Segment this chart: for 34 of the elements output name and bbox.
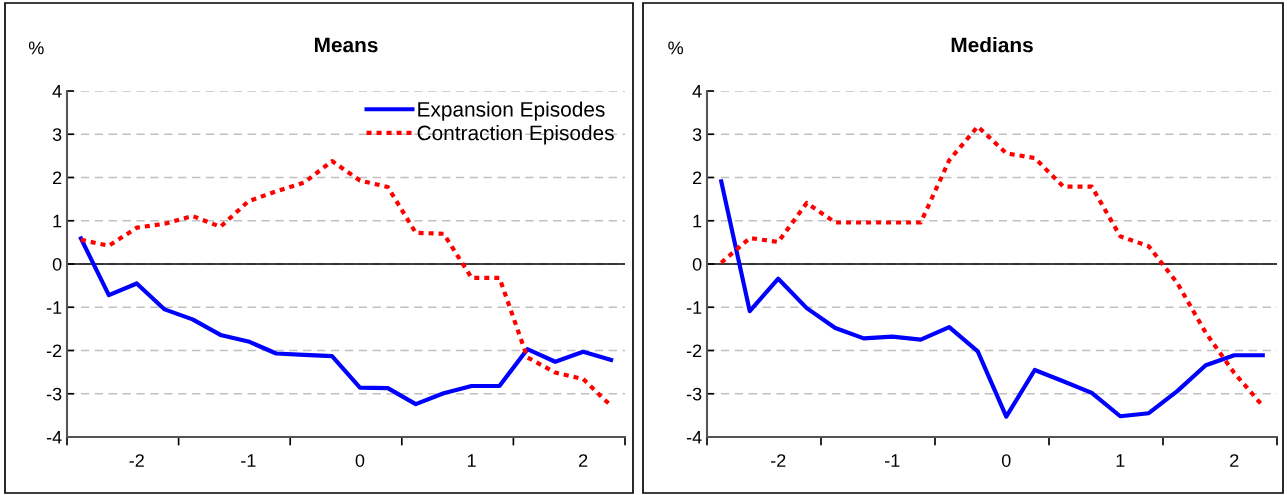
y-tick-label: -3: [46, 387, 62, 401]
y-tick-label: 2: [53, 171, 62, 185]
chart-title: Means: [314, 37, 378, 53]
y-tick-label: 3: [692, 128, 702, 141]
y-tick-label: -4: [46, 431, 62, 444]
x-tick-label: 0: [1001, 454, 1011, 467]
x-tick-label: -1: [885, 454, 900, 467]
y-tick-label: 1: [53, 214, 62, 228]
x-tick-label: -1: [241, 454, 256, 467]
legend-label: Contraction Episodes: [417, 125, 614, 145]
chart-title: Medians: [951, 37, 1033, 53]
y-tick-label: -1: [46, 301, 62, 314]
y-tick-label: 4: [692, 85, 702, 98]
legend-label: Expansion Episodes: [418, 101, 605, 121]
y-tick-label: 0: [52, 257, 62, 271]
y-tick-label: -3: [686, 387, 702, 401]
x-tick-label: 1: [1116, 454, 1125, 467]
x-tick-label: 0: [355, 454, 365, 467]
y-tick-label: -1: [686, 301, 702, 314]
y-tick-label: -4: [686, 431, 702, 444]
y-tick-label: 2: [693, 171, 702, 185]
y-axis-title: %: [668, 41, 684, 55]
y-tick-label: 1: [693, 214, 702, 228]
y-tick-label: 3: [52, 128, 62, 141]
x-tick-label: 1: [467, 454, 476, 467]
y-tick-label: 4: [52, 85, 62, 98]
y-tick-label: -2: [46, 344, 62, 358]
x-tick-label: -2: [129, 454, 144, 467]
x-tick-label: 2: [579, 454, 588, 467]
x-tick-label: -2: [771, 454, 786, 467]
x-tick-label: 2: [1230, 454, 1239, 467]
y-axis-title: %: [28, 41, 44, 55]
y-tick-label: -2: [686, 344, 702, 358]
y-tick-label: 0: [692, 257, 702, 271]
